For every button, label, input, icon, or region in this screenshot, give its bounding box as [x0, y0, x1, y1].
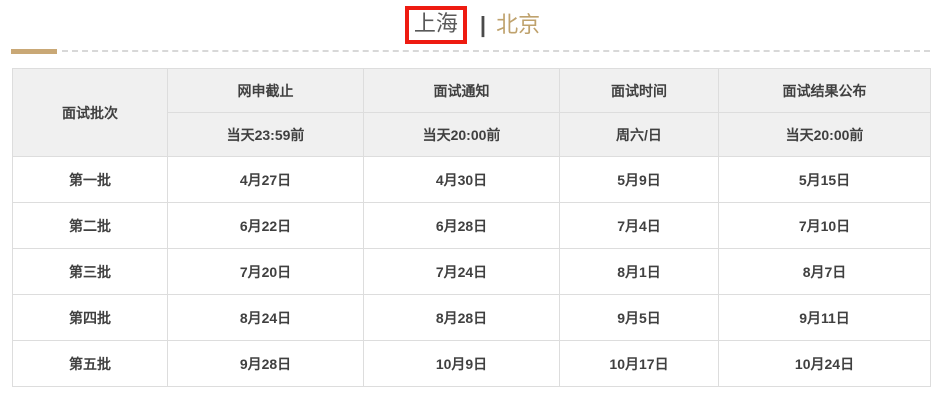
table-body: 第一批 4月27日 4月30日 5月9日 5月15日 第二批 6月22日 6月2… — [12, 156, 931, 387]
batch-column-header: 面试批次 — [12, 68, 168, 157]
date-cell: 9月28日 — [167, 340, 364, 387]
column-header-interview-notice: 面试通知 — [363, 68, 560, 113]
batch-cell: 第五批 — [12, 340, 168, 387]
column-subheader-interview-time: 周六/日 — [559, 112, 719, 157]
date-cell: 8月1日 — [559, 248, 719, 295]
city-tab-bar: 上海 | 北京 — [0, 0, 945, 44]
date-cell: 4月27日 — [167, 156, 364, 203]
date-cell: 9月5日 — [559, 294, 719, 341]
date-cell: 7月10日 — [718, 202, 931, 249]
batch-cell: 第二批 — [12, 202, 168, 249]
column-header-result-announcement: 面试结果公布 — [718, 68, 931, 113]
column-subheader-result-announcement: 当天20:00前 — [718, 112, 931, 157]
batch-cell: 第四批 — [12, 294, 168, 341]
page: 上海 | 北京 面试批次 网申截止 面试通知 面试时间 面试结果公布 当天23:… — [0, 0, 945, 387]
table-row: 第二批 6月22日 6月28日 7月4日 7月10日 — [12, 202, 931, 249]
column-header-application-deadline: 网申截止 — [167, 68, 364, 113]
tab-separator: | — [479, 12, 487, 37]
date-cell: 6月22日 — [167, 202, 364, 249]
date-cell: 7月4日 — [559, 202, 719, 249]
batch-cell: 第一批 — [12, 156, 168, 203]
dashed-divider-line — [62, 50, 930, 52]
column-subheader-interview-notice: 当天20:00前 — [363, 112, 560, 157]
date-cell: 5月9日 — [559, 156, 719, 203]
date-cell: 9月11日 — [718, 294, 931, 341]
date-cell: 5月15日 — [718, 156, 931, 203]
table-row: 第一批 4月27日 4月30日 5月9日 5月15日 — [12, 156, 931, 203]
date-cell: 10月9日 — [363, 340, 560, 387]
header-row-subtitles: 当天23:59前 当天20:00前 周六/日 当天20:00前 — [13, 112, 931, 157]
table-header: 面试批次 网申截止 面试通知 面试时间 面试结果公布 当天23:59前 当天20… — [12, 68, 931, 157]
table-row: 第四批 8月24日 8月28日 9月5日 9月11日 — [12, 294, 931, 341]
date-cell: 10月17日 — [559, 340, 719, 387]
table-row: 第五批 9月28日 10月9日 10月17日 10月24日 — [12, 340, 931, 387]
table-row: 第三批 7月20日 7月24日 8月1日 8月7日 — [12, 248, 931, 295]
header-row-titles: 面试批次 网申截止 面试通知 面试时间 面试结果公布 — [12, 68, 931, 157]
active-tab-indicator — [11, 48, 57, 54]
date-cell: 8月7日 — [718, 248, 931, 295]
date-cell: 10月24日 — [718, 340, 931, 387]
column-subheader-application-deadline: 当天23:59前 — [167, 112, 364, 157]
date-cell: 6月28日 — [363, 202, 560, 249]
date-cell: 8月28日 — [363, 294, 560, 341]
column-header-interview-time: 面试时间 — [559, 68, 719, 113]
date-cell: 7月24日 — [363, 248, 560, 295]
tab-indicator-row — [11, 48, 930, 54]
tab-beijing[interactable]: 北京 — [496, 12, 541, 37]
tab-shanghai[interactable]: 上海 — [413, 11, 458, 36]
batch-cell: 第三批 — [12, 248, 168, 295]
interview-schedule-table: 面试批次 网申截止 面试通知 面试时间 面试结果公布 当天23:59前 当天20… — [12, 68, 931, 387]
date-cell: 4月30日 — [363, 156, 560, 203]
date-cell: 8月24日 — [167, 294, 364, 341]
date-cell: 7月20日 — [167, 248, 364, 295]
annotation-red-box: 上海 — [404, 6, 467, 44]
